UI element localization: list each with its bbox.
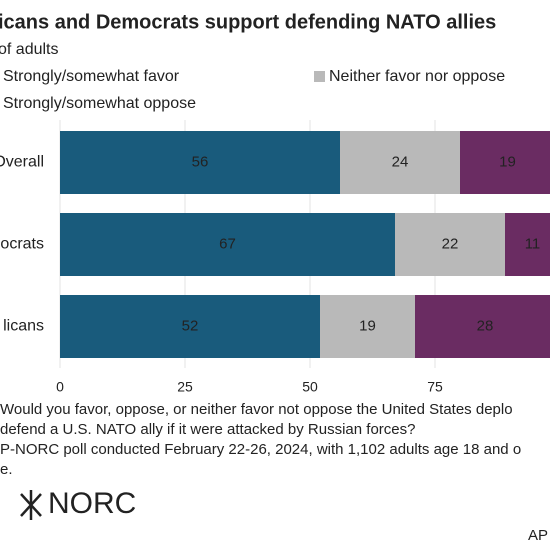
note: defend a U.S. NATO ally if it were attac… — [0, 421, 415, 438]
value-label: 19 — [499, 153, 516, 170]
value-label: 22 — [442, 235, 459, 252]
value-label: 28 — [477, 317, 494, 334]
bar-segment — [340, 131, 460, 194]
note: P-NORC poll conducted February 22-26, 20… — [0, 441, 521, 458]
chart-subtitle: of adults — [0, 41, 58, 58]
logo: NORC — [48, 487, 136, 520]
x-tick-label: 0 — [56, 379, 64, 395]
y-tick-label: Overall — [0, 154, 44, 171]
chart-title: icans and Democrats support defending NA… — [0, 11, 496, 33]
bar-segment — [60, 213, 395, 276]
y-tick-label: ocrats — [0, 236, 44, 253]
bar-segment — [460, 131, 550, 194]
bar-segment — [60, 295, 320, 358]
note: Would you favor, oppose, or neither favo… — [0, 401, 513, 418]
bar-segment — [60, 131, 340, 194]
legend-swatch — [314, 71, 325, 82]
x-tick-label: 75 — [427, 379, 443, 395]
note: e. — [0, 461, 13, 478]
logo-mark — [20, 490, 42, 520]
notes: Would you favor, oppose, or neither favo… — [0, 401, 521, 478]
legend-label: Strongly/somewhat oppose — [3, 95, 196, 112]
bar-segment — [505, 213, 550, 276]
value-label: 67 — [219, 235, 236, 252]
credit: AP — [528, 527, 548, 544]
bar-segment — [395, 213, 505, 276]
y-tick-label: licans — [3, 318, 44, 335]
value-label: 52 — [182, 317, 199, 334]
legend-label: Strongly/somewhat favor — [3, 68, 180, 85]
bar-segment — [320, 295, 415, 358]
bar-segment — [415, 295, 550, 358]
x-tick-label: 50 — [302, 379, 318, 395]
value-label: 24 — [392, 153, 409, 170]
x-tick-label: 25 — [177, 379, 193, 395]
value-label: 11 — [525, 235, 541, 252]
legend-label: Neither favor nor oppose — [329, 68, 505, 85]
value-label: 56 — [192, 153, 209, 170]
value-label: 19 — [359, 317, 376, 334]
